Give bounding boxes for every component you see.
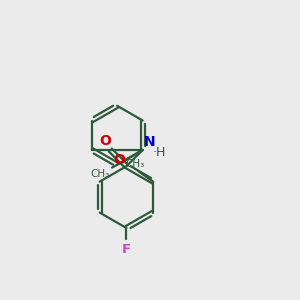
Text: O: O xyxy=(113,152,124,167)
Text: CH₃: CH₃ xyxy=(125,159,145,169)
Text: F: F xyxy=(122,243,131,256)
Text: O: O xyxy=(99,134,111,148)
Text: N: N xyxy=(143,135,155,149)
Text: CH₃: CH₃ xyxy=(90,169,109,179)
Text: ·H: ·H xyxy=(153,146,166,159)
